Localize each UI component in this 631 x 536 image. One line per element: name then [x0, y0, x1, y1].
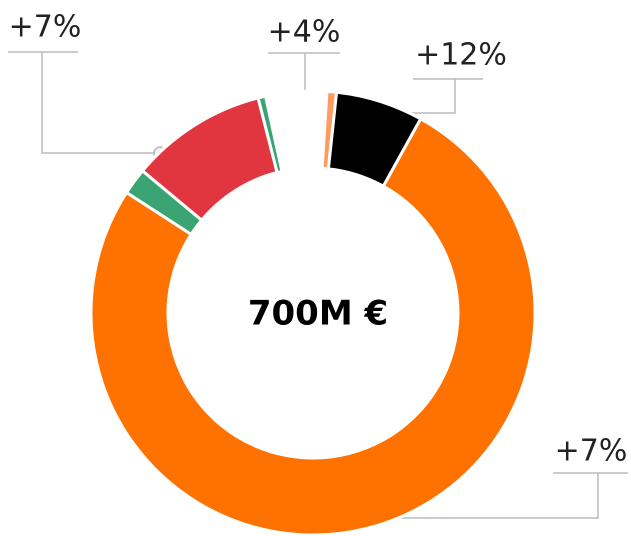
annotations: +7% +4% +12% +7% — [8, 10, 628, 525]
slices — [89, 89, 537, 536]
slice — [89, 116, 537, 536]
annotation: +4% — [268, 15, 341, 50]
leader-line — [8, 51, 160, 154]
leader-line — [360, 472, 628, 519]
annotation: +12% — [415, 38, 507, 73]
slice — [326, 90, 423, 189]
center-label: 700M € — [248, 294, 388, 334]
annotation: +7% — [555, 434, 628, 469]
annotation: +7% — [9, 10, 82, 45]
